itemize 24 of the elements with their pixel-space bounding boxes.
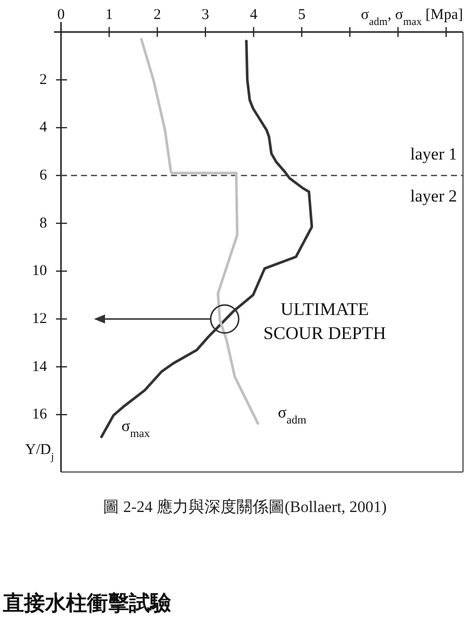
x-axis-title: σ$_{adm}$, σ$_{max}$ [Mpa] <box>360 7 463 28</box>
y-tick-label: 12 <box>32 310 47 327</box>
annotation: ULTIMATE SCOUR DEPTH <box>263 298 386 343</box>
y-tick-label: 10 <box>32 263 47 280</box>
x-tick-label: 0 <box>57 7 65 23</box>
x-tick-label: 5 <box>298 7 306 23</box>
y-axis-title: Y/D$_{j}$ <box>25 442 54 463</box>
y-tick-label: 6 <box>40 167 48 184</box>
caption: 圖 2-24 應力與深度關係圖(Bollaert, 2001) <box>103 498 387 516</box>
series-label: σ$_{adm}$ <box>278 404 306 426</box>
x-tick-label: 2 <box>154 7 162 23</box>
y-tick-label: 14 <box>32 358 48 375</box>
x-tick-label: 1 <box>105 7 113 23</box>
y-tick-label: 8 <box>40 215 47 232</box>
text: 直接水柱衝擊試驗 <box>2 591 172 615</box>
annotation: layer 2 <box>410 186 457 205</box>
series-label: σ$_{max}$ <box>121 418 150 440</box>
y-tick-label: 2 <box>40 72 47 88</box>
annotation: layer 1 <box>410 144 457 163</box>
line-series <box>140 38 260 425</box>
y-tick-label: 4 <box>40 120 48 136</box>
x-tick-label: 4 <box>250 7 258 23</box>
y-tick-label: 16 <box>32 406 48 423</box>
x-tick-label: 3 <box>202 7 210 23</box>
